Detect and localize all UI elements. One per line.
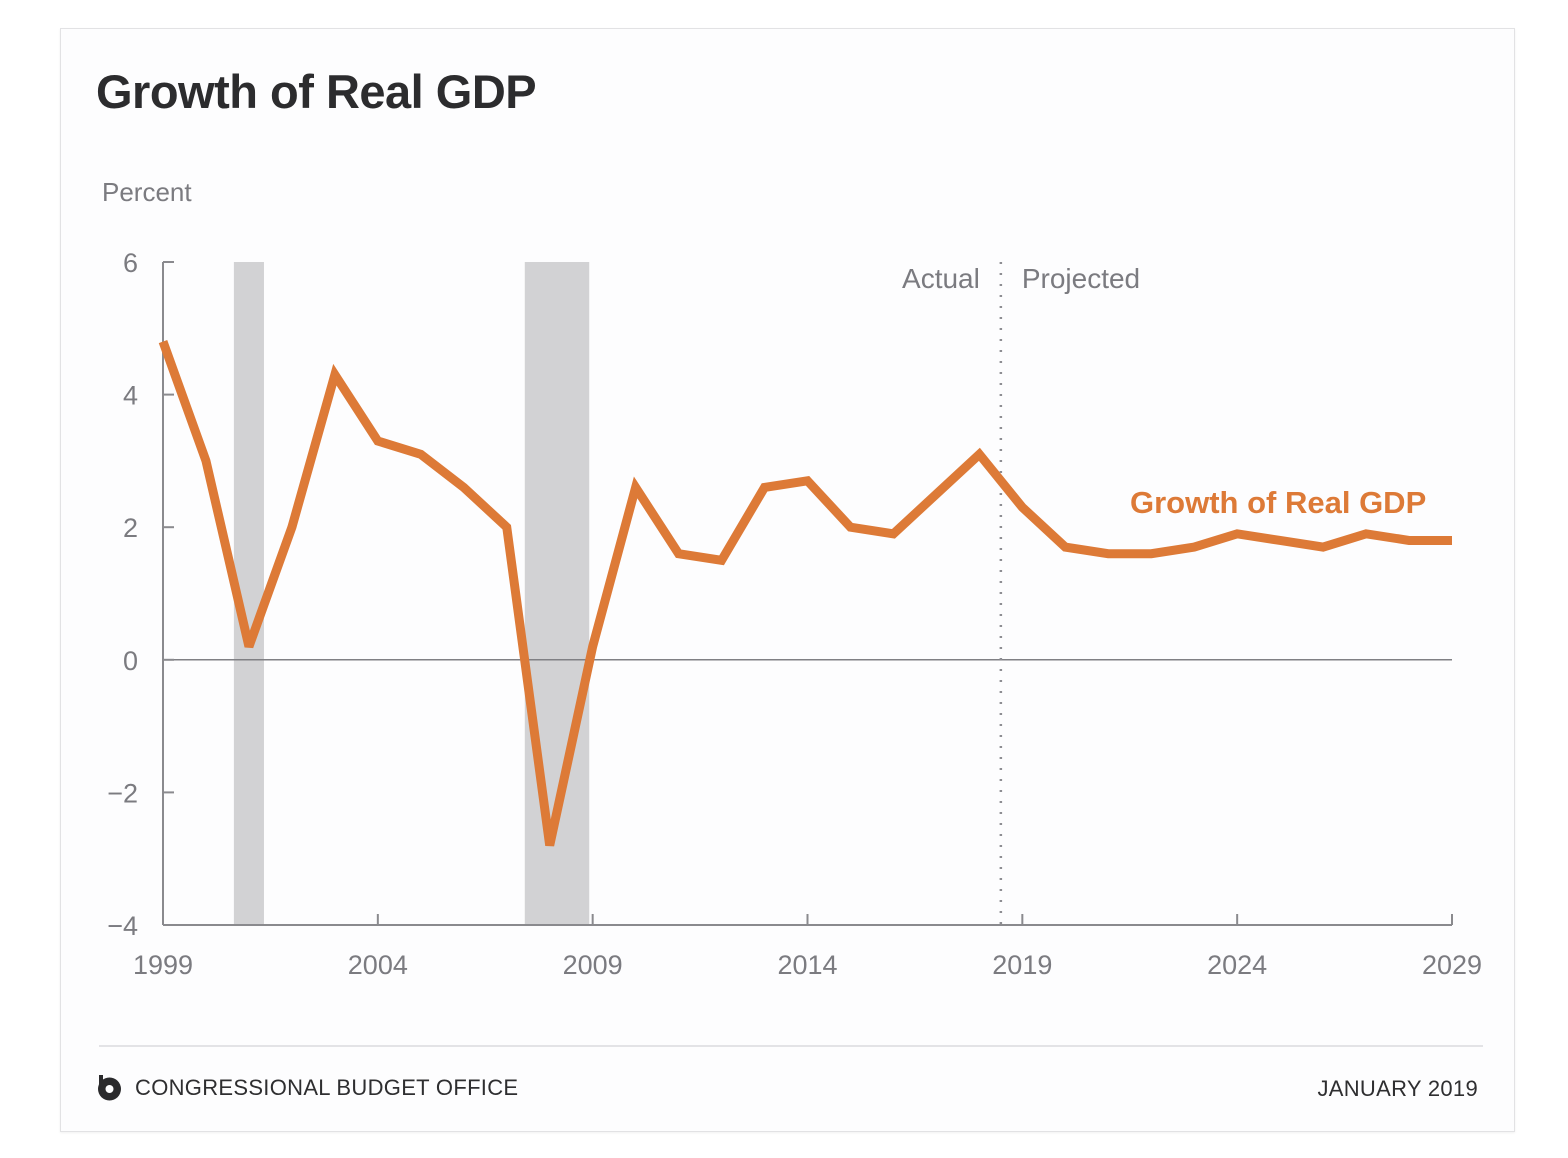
organization-name: CONGRESSIONAL BUDGET OFFICE (135, 1074, 519, 1100)
recession-bands (233, 262, 590, 925)
x-tick-label: 2014 (777, 950, 837, 980)
y-tick-label: 6 (123, 248, 138, 278)
publication-date: JANUARY 2019 (1317, 1076, 1478, 1101)
axes (162, 261, 1453, 926)
y-tick-label: 2 (123, 513, 138, 543)
y-tick-label: 4 (123, 381, 138, 411)
y-tick-label: −2 (107, 778, 138, 808)
x-tick-label: 2019 (992, 950, 1052, 980)
series-group (158, 340, 1453, 847)
series-label: Growth of Real GDP (1130, 485, 1426, 520)
x-tick-labels: 1999 2004 2009 2014 2019 2024 2029 (133, 950, 1482, 980)
x-tick-label: 2029 (1422, 950, 1482, 980)
x-tick-label: 1999 (133, 950, 193, 980)
footer-source: CONGRESSIONAL BUDGET OFFICE (97, 1074, 518, 1101)
x-tick-label: 2004 (348, 950, 408, 980)
x-tick-label: 2024 (1207, 950, 1267, 980)
series-line (158, 340, 1452, 847)
chart-title: Growth of Real GDP (96, 65, 537, 118)
y-tick-label: 0 (123, 646, 138, 676)
y-axis-unit-label: Percent (102, 177, 192, 207)
chart-card (60, 28, 1515, 1132)
x-tick-label: 2009 (563, 950, 623, 980)
cbo-logo-icon (97, 1074, 122, 1101)
y-tick-labels: −4 −2 0 2 4 6 (107, 248, 138, 941)
projected-label: Projected (1022, 263, 1140, 294)
actual-label: Actual (902, 263, 980, 294)
footer-divider (99, 1045, 1483, 1047)
y-tick-label: −4 (107, 911, 138, 941)
